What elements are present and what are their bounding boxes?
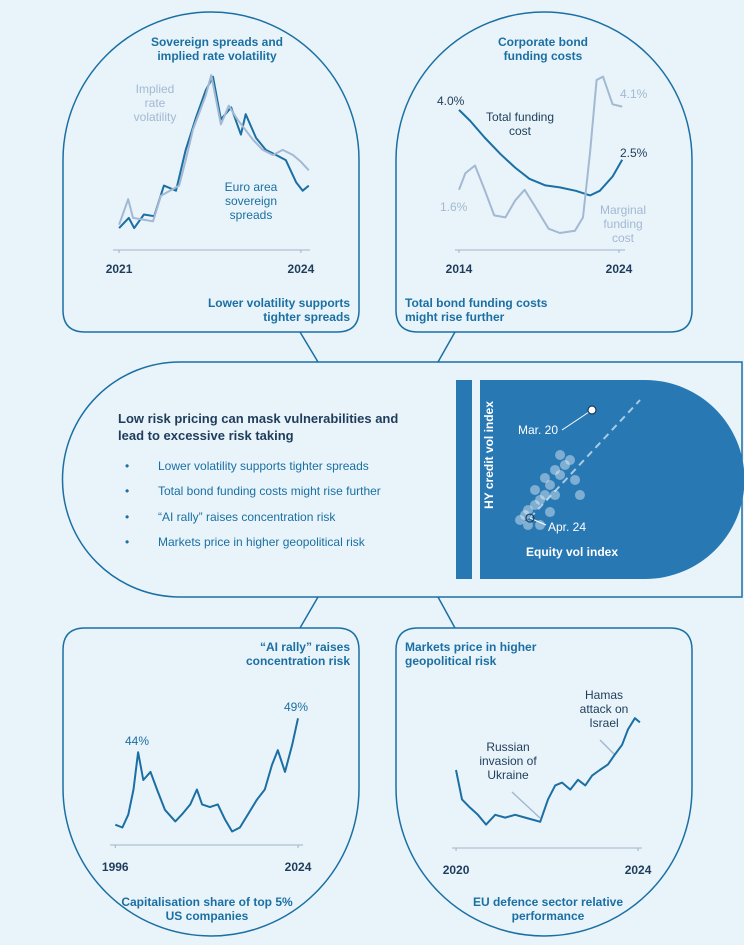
- chart-title: Markets price in higher geopolitical ris…: [405, 640, 537, 668]
- connector: [437, 596, 456, 629]
- series-line: [455, 717, 641, 826]
- value-label: 4.0%: [437, 94, 465, 108]
- series-line: [458, 75, 623, 234]
- bullet: •: [125, 510, 130, 524]
- series-line: [114, 718, 299, 833]
- center-title: Low risk pricing can mask vulnerabilitie…: [118, 411, 399, 443]
- value-label: 4.1%: [620, 87, 648, 101]
- chart-caption: EU defence sector relative performance: [472, 895, 624, 923]
- x-tick-label: 1996: [101, 860, 129, 874]
- scatter-panel: [480, 380, 744, 579]
- panel-outline: [395, 627, 693, 937]
- scatter-point: [550, 464, 561, 475]
- x-tick-label: 2014: [445, 262, 473, 276]
- chart-title: Sovereign spreads and implied rate volat…: [150, 35, 284, 63]
- bullet-text: Markets price in higher geopolitical ris…: [158, 535, 365, 549]
- scatter-point: [574, 490, 585, 501]
- chart-caption: Capitalisation share of top 5% US compan…: [121, 895, 293, 923]
- bullet-text: “AI rally” raises concentration risk: [158, 510, 336, 524]
- bullet: •: [125, 535, 130, 549]
- panel-outline: [62, 11, 360, 333]
- bullet: •: [125, 484, 130, 498]
- bullet-text: Total bond funding costs might rise furt…: [158, 484, 381, 498]
- scatter-point: [570, 474, 581, 485]
- leader-line: [599, 739, 616, 756]
- series-label: Euro area sovereign spreads: [224, 180, 278, 222]
- point-label: Apr. 24: [548, 520, 587, 534]
- connector: [437, 331, 456, 363]
- value-label: 44%: [125, 734, 150, 748]
- value-label: 49%: [284, 700, 309, 714]
- scatter-axis-bar: [456, 380, 472, 579]
- series-label: Implied rate volatility: [133, 82, 177, 124]
- chart-title: “AI rally” raises concentration risk: [245, 640, 350, 668]
- highlight-point: [525, 513, 535, 523]
- scatter-point: [535, 494, 546, 505]
- leader-line: [511, 791, 541, 819]
- leader-line: [561, 409, 593, 431]
- chart-caption: Total bond funding costs might rise furt…: [405, 296, 548, 324]
- panel-outline: [395, 11, 693, 333]
- y-axis-label: HY credit vol index: [482, 401, 496, 509]
- point-label: Mar. 20: [518, 423, 559, 437]
- x-tick-label: 2024: [284, 860, 312, 874]
- series-line: [118, 75, 310, 230]
- scatter-point: [559, 460, 570, 470]
- bullet: •: [125, 459, 130, 473]
- annotation: Hamas attack on Israel: [579, 688, 629, 730]
- highlight-point: [587, 405, 597, 415]
- scatter-point: [544, 507, 555, 518]
- x-tick-label: 2024: [624, 863, 652, 877]
- series-label: Marginal funding cost: [599, 203, 647, 245]
- scatter-point: [550, 490, 561, 501]
- scatter-point: [539, 490, 550, 501]
- scatter-point: [555, 449, 566, 460]
- scatter-point: [555, 470, 566, 481]
- annotation: Russian invasion of Ukraine: [479, 740, 537, 782]
- scatter-point: [515, 514, 526, 525]
- scatter-point: [530, 484, 540, 495]
- scatter-point: [530, 500, 540, 511]
- scatter-point: [535, 520, 546, 531]
- scatter-point: [520, 510, 531, 521]
- connector: [299, 596, 319, 629]
- scatter-point: [544, 480, 555, 491]
- x-tick-label: 2024: [287, 262, 315, 276]
- x-tick-label: 2024: [605, 262, 633, 276]
- chart-caption: Lower volatility supports tighter spread…: [207, 296, 350, 324]
- chart-title: Corporate bond funding costs: [498, 35, 588, 63]
- trend-line: [529, 399, 641, 519]
- scatter-point: [539, 473, 550, 483]
- panel-outline: [61, 361, 743, 598]
- x-tick-label: 2021: [105, 262, 133, 276]
- series-line: [458, 109, 624, 197]
- x-tick-label: 2020: [442, 863, 470, 877]
- value-label: 1.6%: [440, 200, 468, 214]
- value-label: 2.5%: [620, 146, 648, 160]
- series-label: Total funding cost: [485, 110, 555, 138]
- bullet-text: Lower volatility supports tighter spread…: [158, 459, 369, 473]
- leader-line: [529, 517, 547, 526]
- panel-outline: [62, 627, 360, 937]
- series-line: [118, 74, 310, 226]
- scatter-point: [523, 504, 533, 515]
- scatter-point: [565, 455, 575, 466]
- connector: [299, 331, 319, 363]
- x-axis-label: Equity vol index: [525, 545, 618, 559]
